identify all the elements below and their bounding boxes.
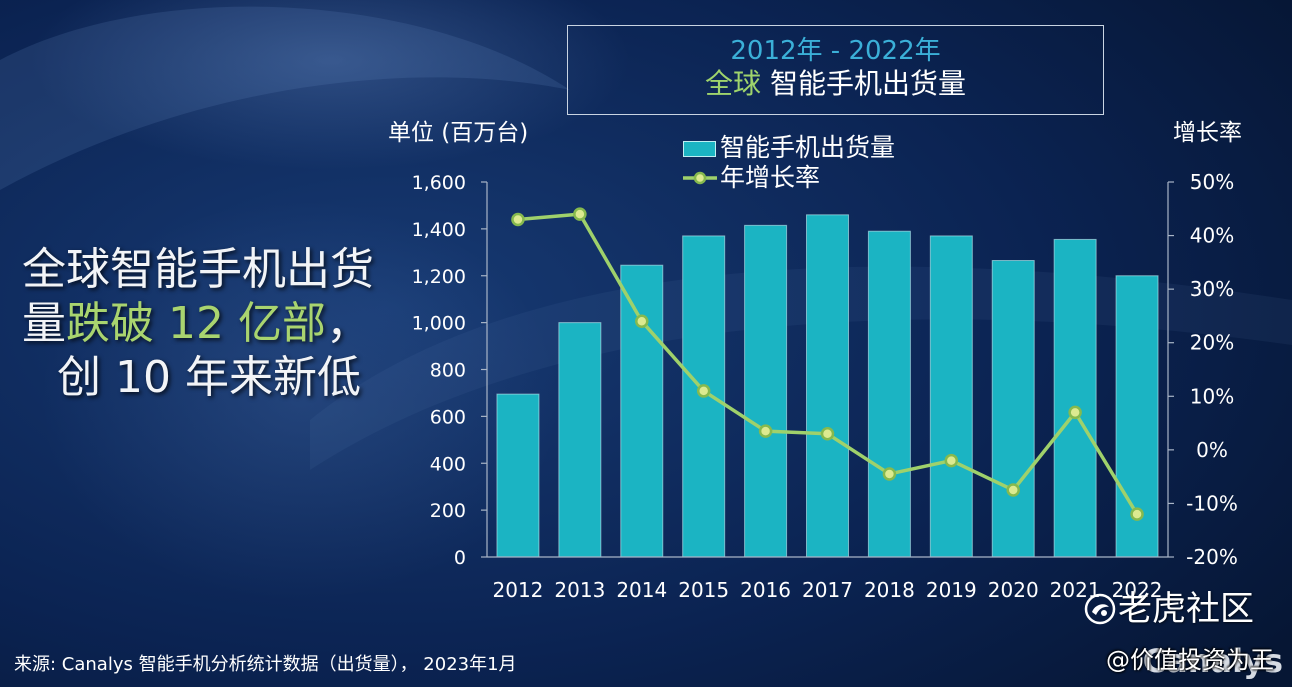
chart-title-box: 2012年 - 2022年 全球 智能手机出货量 <box>567 25 1104 115</box>
x-tick-label: 2017 <box>802 578 853 602</box>
background-swoosh <box>310 266 1292 470</box>
growth-point-2020 <box>1006 483 1020 497</box>
background-glow <box>30 0 630 170</box>
growth-point-2012 <box>511 212 525 227</box>
y2-tick-label: -10% <box>1186 491 1238 515</box>
growth-point-2014 <box>635 314 649 329</box>
bar-2014 <box>620 264 664 558</box>
headline-line2-end: ， <box>325 298 370 349</box>
y-tick-label: 600 <box>430 406 466 428</box>
headline: 全球智能手机出货 量跌破 12 亿部， 创 10 年来新低 <box>22 243 374 405</box>
growth-point-2015 <box>696 384 711 398</box>
y-tick-label: 200 <box>430 500 466 522</box>
tiger-logo-icon <box>1084 593 1116 625</box>
y2-tick-label: 10% <box>1190 384 1234 408</box>
chart-title-years: 2012年 - 2022年 <box>730 36 941 66</box>
x-tick-label: 2020 <box>988 578 1039 602</box>
chart-title-main: 智能手机出货量 <box>769 67 966 100</box>
legend-bar-label: 智能手机出货量 <box>720 133 896 162</box>
bar-2019 <box>929 235 973 558</box>
legend-bar-swatch <box>683 141 716 157</box>
chart-title-accent: 全球 <box>705 67 762 100</box>
y-tick-label: 1,200 <box>412 266 466 288</box>
bar-2018 <box>867 230 911 558</box>
bar-2016 <box>744 224 788 558</box>
y-tick-label: 1,600 <box>412 172 466 194</box>
y-tick-label: 800 <box>430 360 466 382</box>
bar-2020 <box>991 260 1035 558</box>
y-tick-label: 400 <box>430 453 466 475</box>
y-axis-left-label: 单位 (百万台) <box>388 120 529 146</box>
bar-2012 <box>496 393 540 558</box>
y-tick-label: 1,400 <box>412 219 466 241</box>
y2-tick-label: 0% <box>1196 438 1228 462</box>
y2-tick-label: 50% <box>1190 170 1234 194</box>
growth-point-2021 <box>1068 405 1082 420</box>
background-glow <box>40 200 560 600</box>
x-tick-label: 2022 <box>1112 578 1163 602</box>
y-tick-label: 1,000 <box>412 313 466 335</box>
x-tick-label: 2014 <box>616 578 667 602</box>
watermark-brand-logo: Canalys <box>1142 642 1283 680</box>
x-tick-label: 2015 <box>678 578 729 602</box>
bar-2021 <box>1053 238 1097 558</box>
headline-line2: 量跌破 12 亿部， <box>22 297 374 351</box>
x-tick-label: 2012 <box>493 578 544 602</box>
x-tick-label: 2016 <box>740 578 791 602</box>
x-tick-label: 2013 <box>554 578 605 602</box>
y2-tick-label: 20% <box>1190 331 1234 355</box>
legend-line-label: 年增长率 <box>720 163 821 192</box>
x-tick-label: 2018 <box>864 578 915 602</box>
growth-point-2013 <box>573 207 587 221</box>
watermark-author: @价值投资为王 <box>1106 646 1274 674</box>
headline-line1: 全球智能手机出货 <box>22 244 374 295</box>
y2-tick-label: 40% <box>1190 224 1234 248</box>
growth-point-2022 <box>1130 507 1144 521</box>
chart-title-subject: 全球 智能手机出货量 <box>568 67 1103 101</box>
y2-tick-label: 30% <box>1190 277 1234 301</box>
y-axis-right-label: 增长率 <box>1173 120 1242 146</box>
bar-2015 <box>682 235 726 558</box>
headline-line3: 创 10 年来新低 <box>57 352 361 403</box>
source-note: 来源: Canalys 智能手机分析统计数据（出货量）， 2023年1月 <box>14 654 517 675</box>
growth-point-2016 <box>758 424 773 438</box>
bar-2013 <box>558 322 602 558</box>
growth-point-2017 <box>820 427 835 441</box>
y2-tick-label: -20% <box>1186 545 1238 569</box>
growth-point-2018 <box>882 467 897 481</box>
x-tick-label: 2019 <box>926 578 977 602</box>
watermark-community: 老虎社区 <box>1118 589 1254 629</box>
bar-2017 <box>806 214 849 558</box>
headline-line2-highlight: 跌破 12 亿部 <box>66 298 326 349</box>
headline-line2-start: 量 <box>22 298 66 349</box>
growth-point-2019 <box>944 453 959 468</box>
legend-line-marker <box>693 171 707 185</box>
legend-line-swatch <box>683 171 717 185</box>
y-tick-label: 0 <box>454 547 466 569</box>
